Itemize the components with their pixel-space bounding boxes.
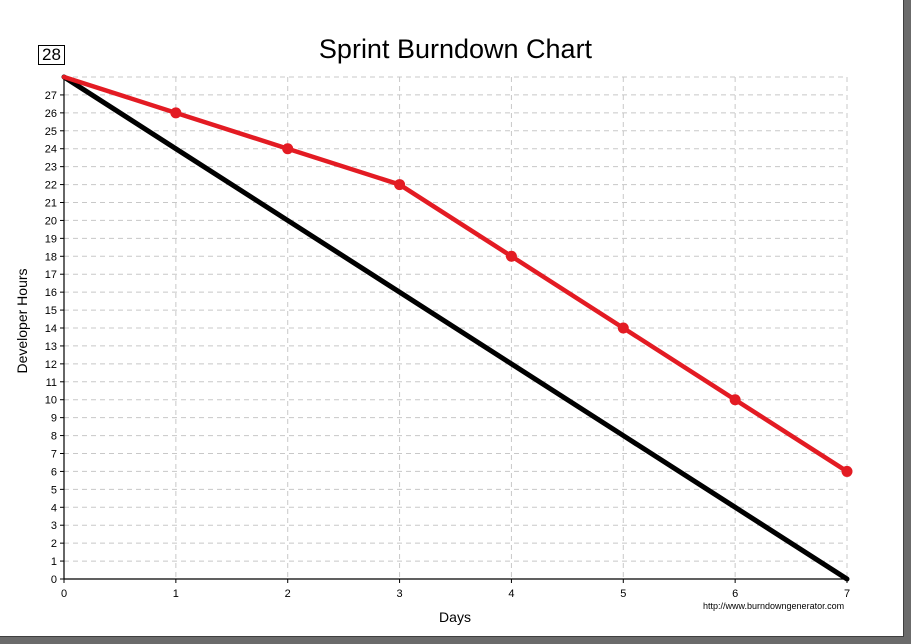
actual-data-point [170, 107, 182, 119]
chart-title: Sprint Burndown Chart [318, 34, 593, 64]
y-tick-label: 21 [45, 198, 57, 210]
actual-data-point [841, 465, 853, 477]
actual-data-point [617, 322, 629, 334]
source-url: http://www.burndowngenerator.com [703, 601, 845, 611]
x-axis-label: Days [439, 609, 471, 625]
actual-burndown-line [61, 74, 850, 474]
tick-labels: 0123456789101112131415161718192021222324… [45, 90, 850, 600]
y-tick-label: 8 [51, 431, 57, 443]
y-tick-label: 10 [45, 395, 57, 407]
y-tick-label: 14 [45, 323, 57, 335]
y-tick-label: 19 [45, 233, 57, 245]
y-tick-label: 5 [51, 484, 57, 496]
x-tick-label: 2 [285, 588, 291, 600]
grid-lines [64, 76, 848, 579]
y-tick-label: 9 [51, 413, 57, 425]
y-tick-label: 25 [45, 126, 57, 138]
y-tick-label: 11 [46, 377, 57, 389]
actual-data-point [394, 179, 406, 191]
ideal-burndown-line [61, 74, 850, 582]
y-tick-label: 1 [51, 556, 57, 568]
y-tick-label: 13 [45, 341, 57, 353]
y-tick-label: 24 [45, 144, 57, 156]
actual-data-point [282, 143, 294, 155]
y-tick-label: 15 [45, 305, 57, 317]
x-tick-label: 4 [508, 588, 514, 600]
y-tick-label: 4 [51, 502, 57, 514]
y-tick-label: 26 [45, 108, 57, 120]
y-tick-label: 17 [45, 269, 57, 281]
x-tick-label: 1 [173, 588, 179, 600]
actual-data-point [505, 250, 517, 262]
y-tick-label: 23 [45, 162, 57, 174]
y-tick-label: 27 [45, 90, 57, 102]
y-max-label: 28 [38, 45, 65, 65]
x-tick-label: 0 [61, 588, 67, 600]
y-tick-label: 18 [45, 251, 57, 263]
x-tick-label: 7 [844, 588, 850, 600]
x-tick-label: 6 [732, 588, 738, 600]
x-tick-label: 5 [620, 588, 626, 600]
series-group [61, 74, 853, 582]
y-tick-label: 2 [51, 538, 57, 550]
y-tick-label: 22 [45, 180, 57, 192]
actual-data-point [729, 394, 741, 406]
y-tick-label: 12 [45, 359, 57, 371]
y-tick-label: 0 [51, 574, 57, 586]
y-tick-label: 6 [51, 466, 57, 478]
axes [60, 77, 848, 583]
y-tick-label: 20 [45, 215, 57, 227]
y-tick-label: 3 [51, 520, 57, 532]
y-tick-label: 7 [51, 449, 57, 461]
y-tick-label: 16 [45, 287, 57, 299]
x-tick-label: 3 [397, 588, 403, 600]
